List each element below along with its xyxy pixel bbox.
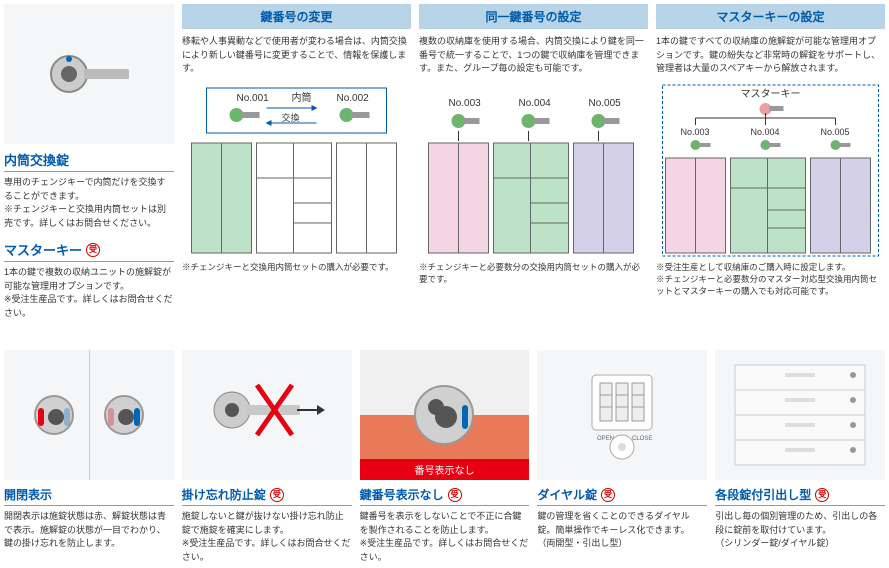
title-master: マスターキー受 xyxy=(4,240,174,262)
feature-header: 同一鍵番号の設定 xyxy=(419,4,648,29)
feature-same: 同一鍵番号の設定 複数の収納庫を使用する場合、内筒交換により鍵を同一番号で統一す… xyxy=(419,4,648,330)
desc-naitou: 専用のチェンジキーで内筒だけを交換することができます。 ※チェンジキーと交換用内… xyxy=(4,176,174,230)
bottom-img xyxy=(715,350,885,480)
feature-note: ※チェンジキーと交換用内筒セットの購入が必要です。 xyxy=(182,262,411,274)
key-photo xyxy=(4,4,174,144)
bottom-img: OPEN CLOSE xyxy=(537,350,707,480)
bottom-desc: 鍵番号を表示をしないことで不正に合鍵を製作されることを防止します。 ※受注生産品… xyxy=(360,510,530,564)
svg-text:No.004: No.004 xyxy=(519,98,552,109)
bottom-open-close: 開閉表示 開閉表示は施錠状態は赤、解錠状態は青で表示。施解錠の状態が一目でわかり… xyxy=(4,350,174,564)
bottom-title: 開閉表示 xyxy=(4,486,174,506)
feature-note: ※受注生産として収納庫のご購入時に設定します。 ※チェンジキーと必要数分のマスタ… xyxy=(656,262,885,298)
juchu-icon: 受 xyxy=(601,488,615,502)
bottom-title: 鍵番号表示なし受 xyxy=(360,486,530,506)
svg-text:No.002: No.002 xyxy=(337,93,370,104)
feature-diagram: No.003 No.004 No.005 xyxy=(419,83,648,258)
juchu-icon: 受 xyxy=(86,243,100,257)
bottom-drawer: 各段錠付引出し型受 引出し毎の個別管理のため、引出しの各段に錠前を取付けています… xyxy=(715,350,885,564)
bottom-title: 各段錠付引出し型受 xyxy=(715,486,885,506)
left-column: 内筒交換錠 専用のチェンジキーで内筒だけを交換することができます。 ※チェンジキ… xyxy=(4,4,174,330)
bottom-img: 番号表示なし xyxy=(360,350,530,480)
svg-text:内筒: 内筒 xyxy=(292,91,312,104)
feature-change: 鍵番号の変更 移転や人事異動などで使用者が変わる場合は、内筒交換により新しい鍵番… xyxy=(182,4,411,330)
bottom-row: 開閉表示 開閉表示は施錠状態は赤、解錠状態は青で表示。施解錠の状態が一目でわかり… xyxy=(0,346,889,568)
bottom-desc: 施錠しないと鍵が抜けない掛け忘れ防止錠で施錠を確実にします。 ※受注生産品です。… xyxy=(182,510,352,564)
bottom-dial: OPEN CLOSE ダイヤル錠受 鍵の管理を省くことのできるダイヤル錠。簡単操… xyxy=(537,350,707,564)
svg-text:No.003: No.003 xyxy=(681,127,710,137)
svg-text:No.005: No.005 xyxy=(821,127,850,137)
bottom-img xyxy=(182,350,352,480)
no-number-label: 番号表示なし xyxy=(360,459,530,480)
feature-desc: 移転や人事異動などで使用者が変わる場合は、内筒交換により新しい鍵番号に変更するこ… xyxy=(182,35,411,77)
bottom-desc: 引出し毎の個別管理のため、引出しの各段に錠前を取付けています。 （シリンダー錠/… xyxy=(715,510,885,551)
juchu-icon: 受 xyxy=(448,488,462,502)
bottom-desc: 鍵の管理を省くことのできるダイヤル錠。簡単操作でキーレス化できます。 （両開型・… xyxy=(537,510,707,551)
bottom-img xyxy=(4,350,174,480)
bottom-no-number: 番号表示なし 鍵番号表示なし受 鍵番号を表示をしないことで不正に合鍵を製作される… xyxy=(360,350,530,564)
juchu-icon: 受 xyxy=(270,488,284,502)
svg-text:CLOSE: CLOSE xyxy=(632,436,652,442)
feature-diagram: マスターキー No.003 No.004 No.005 xyxy=(656,83,885,258)
svg-text:No.001: No.001 xyxy=(237,93,270,104)
title-naitou: 内筒交換錠 xyxy=(4,150,174,172)
svg-text:交換: 交換 xyxy=(282,112,300,123)
svg-text:No.003: No.003 xyxy=(449,98,482,109)
feature-master: マスターキーの設定 1本の鍵ですべての収納庫の施解錠が可能な管理用オプションです… xyxy=(656,4,885,330)
desc-master: 1本の鍵で複数の収納ユニットの施解錠が可能な管理用オプションです。 ※受注生産品… xyxy=(4,266,174,320)
feature-diagram: No.001 内筒 No.002 交換 xyxy=(182,83,411,258)
feature-desc: 1本の鍵ですべての収納庫の施解錠が可能な管理用オプションです。鍵の紛失など非常時… xyxy=(656,35,885,77)
svg-text:No.005: No.005 xyxy=(589,98,622,109)
feature-desc: 複数の収納庫を使用する場合、内筒交換により鍵を同一番号で統一することで、1つの鍵… xyxy=(419,35,648,77)
bottom-title: 掛け忘れ防止錠受 xyxy=(182,486,352,506)
svg-text:No.004: No.004 xyxy=(751,127,780,137)
svg-text:マスターキー: マスターキー xyxy=(741,88,801,100)
bottom-desc: 開閉表示は施錠状態は赤、解錠状態は青で表示。施解錠の状態が一目でわかり、鍵の掛け… xyxy=(4,510,174,551)
feature-note: ※チェンジキーと必要数分の交換用内筒セットの購入が必要です。 xyxy=(419,262,648,286)
bottom-kakewasure: 掛け忘れ防止錠受 施錠しないと鍵が抜けない掛け忘れ防止錠で施錠を確実にします。 … xyxy=(182,350,352,564)
feature-header: マスターキーの設定 xyxy=(656,4,885,29)
bottom-title: ダイヤル錠受 xyxy=(537,486,707,506)
juchu-icon: 受 xyxy=(815,488,829,502)
feature-header: 鍵番号の変更 xyxy=(182,4,411,29)
